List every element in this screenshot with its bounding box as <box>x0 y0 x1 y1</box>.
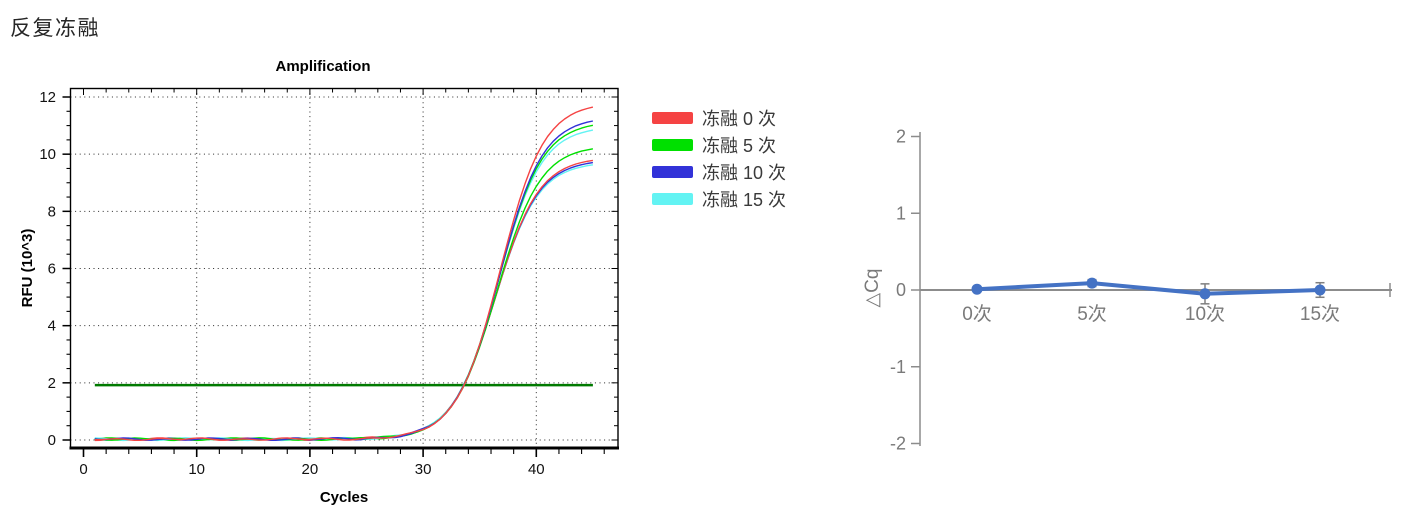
legend-item: 冻融 0 次 <box>652 109 786 129</box>
legend-swatch-icon <box>652 165 693 178</box>
y-tick-label: 12 <box>39 89 56 106</box>
x-tick-label: 10 <box>188 461 205 478</box>
page-title: 反复冻融 <box>10 17 100 40</box>
y-tick-label: 8 <box>48 203 56 220</box>
dcq-y-tick-label: 1 <box>896 203 906 223</box>
legend-label: 冻融 0 次 <box>702 108 777 129</box>
x-tick-label: 0 <box>79 461 87 478</box>
legend-swatch-icon <box>652 192 693 205</box>
legend-label: 冻融 15 次 <box>702 189 787 210</box>
x-tick-label: 40 <box>528 461 545 478</box>
dcq-point <box>1199 288 1211 300</box>
legend-item: 冻融 5 次 <box>652 136 786 156</box>
legend-label: 冻融 5 次 <box>702 135 777 156</box>
legend-label: 冻融 10 次 <box>702 162 787 183</box>
legend: 冻融 0 次冻融 5 次冻融 10 次冻融 15 次 <box>652 109 786 217</box>
chart-title: Amplification <box>275 58 370 75</box>
amplification-curve <box>94 120 594 441</box>
y-tick-label: 2 <box>48 375 56 392</box>
y-tick-label: 0 <box>48 432 56 449</box>
dcq-category-label: 15次 <box>1300 303 1340 325</box>
amplification-chart: Amplification Cycles RFU (10^3) 0 10 20 30 40 0 2… <box>19 58 619 506</box>
legend-swatch-icon <box>652 138 693 151</box>
amplification-curve <box>94 148 594 442</box>
dcq-category-label: 5次 <box>1077 303 1107 325</box>
amplification-curve <box>94 129 594 442</box>
x-axis-label: Cycles <box>320 489 368 506</box>
x-tick-label: 30 <box>415 461 432 478</box>
dcq-y-tick-label: -1 <box>890 357 906 377</box>
dcq-point <box>971 283 983 295</box>
dcq-category-label: 10次 <box>1185 303 1225 325</box>
y-tick-label: 6 <box>48 261 56 278</box>
amplification-curve <box>94 124 594 442</box>
dcq-category-label: 0次 <box>962 303 992 325</box>
amplification-curve <box>94 106 594 441</box>
legend-swatch-icon <box>652 111 693 124</box>
dcq-point <box>1314 284 1326 296</box>
legend-item: 冻融 10 次 <box>652 163 786 183</box>
dcq-line <box>975 281 1322 296</box>
y-tick-label: 4 <box>48 318 56 335</box>
dcq-y-tick-label: -2 <box>890 434 906 454</box>
y-tick-label: 10 <box>39 146 56 163</box>
y-axis-label: RFU (10^3) <box>19 229 36 308</box>
dcq-chart: 2 1 0 -1 -2 0次 5次 10次 15次 △Cq <box>862 127 1392 454</box>
dcq-y-tick-label: 2 <box>896 127 906 147</box>
dcq-y-tick-label: 0 <box>896 280 906 300</box>
legend-item: 冻融 15 次 <box>652 190 786 210</box>
dcq-point <box>1086 277 1098 289</box>
dcq-y-axis-label: △Cq <box>862 269 883 308</box>
x-tick-label: 20 <box>302 461 319 478</box>
